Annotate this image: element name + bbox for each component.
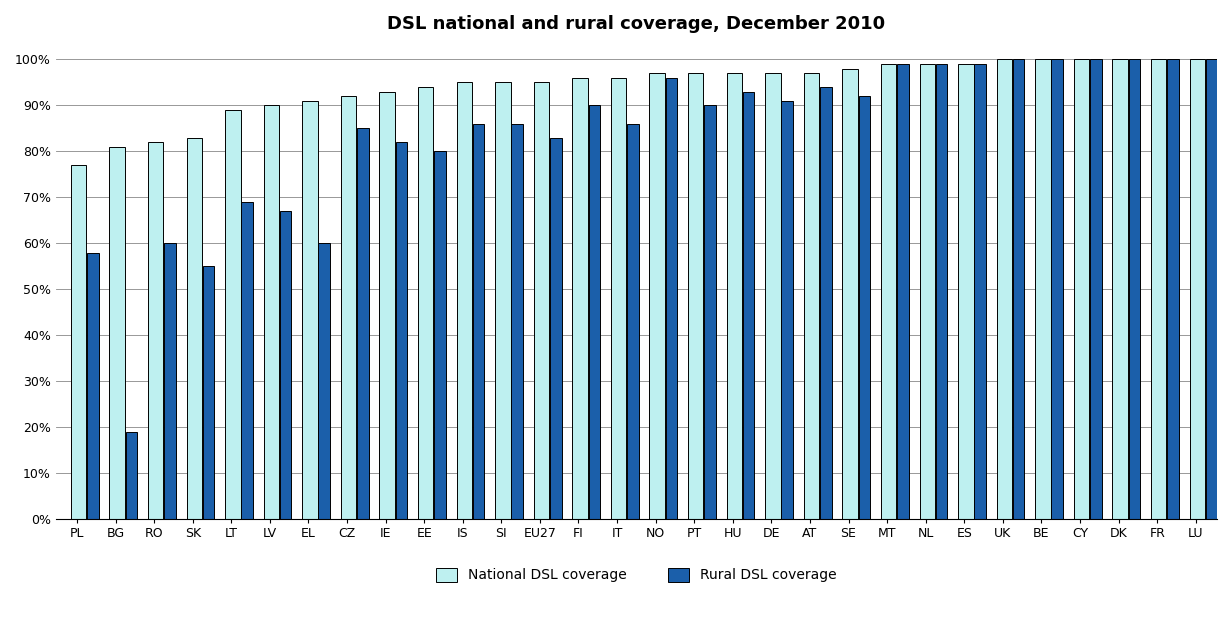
Bar <box>1074 59 1089 519</box>
Bar <box>318 243 330 519</box>
Bar <box>511 124 522 519</box>
Bar <box>765 73 781 519</box>
Bar <box>241 202 253 519</box>
Bar <box>1190 59 1205 519</box>
Bar <box>881 64 897 519</box>
Bar <box>803 73 819 519</box>
Bar <box>1167 59 1179 519</box>
Bar <box>919 64 935 519</box>
Bar <box>897 64 909 519</box>
Bar <box>958 64 973 519</box>
Bar <box>975 64 986 519</box>
Bar <box>434 151 446 519</box>
Bar <box>186 137 202 519</box>
Bar <box>1013 59 1025 519</box>
Bar <box>473 124 484 519</box>
Bar <box>743 91 754 519</box>
Bar <box>495 83 510 519</box>
Bar <box>727 73 742 519</box>
Bar <box>859 96 870 519</box>
Bar <box>164 243 176 519</box>
Title: DSL national and rural coverage, December 2010: DSL national and rural coverage, Decembe… <box>387 15 886 33</box>
Bar <box>70 165 86 519</box>
Bar <box>87 253 99 519</box>
Bar <box>549 137 562 519</box>
Bar <box>589 105 600 519</box>
Legend: National DSL coverage, Rural DSL coverage: National DSL coverage, Rural DSL coverag… <box>430 562 843 588</box>
Bar <box>126 432 137 519</box>
Bar <box>665 78 678 519</box>
Bar <box>627 124 638 519</box>
Bar <box>611 78 626 519</box>
Bar <box>936 64 947 519</box>
Bar <box>203 266 214 519</box>
Bar <box>705 105 716 519</box>
Bar <box>1035 59 1051 519</box>
Bar <box>1051 59 1063 519</box>
Bar <box>1206 59 1217 519</box>
Bar <box>1151 59 1167 519</box>
Bar <box>997 59 1013 519</box>
Bar <box>843 69 857 519</box>
Bar <box>573 78 588 519</box>
Bar <box>379 91 395 519</box>
Bar <box>357 129 368 519</box>
Bar <box>280 211 292 519</box>
Bar <box>1129 59 1141 519</box>
Bar <box>781 101 793 519</box>
Bar <box>687 73 703 519</box>
Bar <box>1112 59 1127 519</box>
Bar <box>395 142 408 519</box>
Bar <box>341 96 356 519</box>
Bar <box>1090 59 1101 519</box>
Bar <box>821 87 832 519</box>
Bar <box>148 142 164 519</box>
Bar <box>110 147 124 519</box>
Bar <box>533 83 549 519</box>
Bar <box>264 105 280 519</box>
Bar <box>649 73 665 519</box>
Bar <box>225 110 240 519</box>
Bar <box>457 83 472 519</box>
Bar <box>418 87 434 519</box>
Bar <box>302 101 318 519</box>
